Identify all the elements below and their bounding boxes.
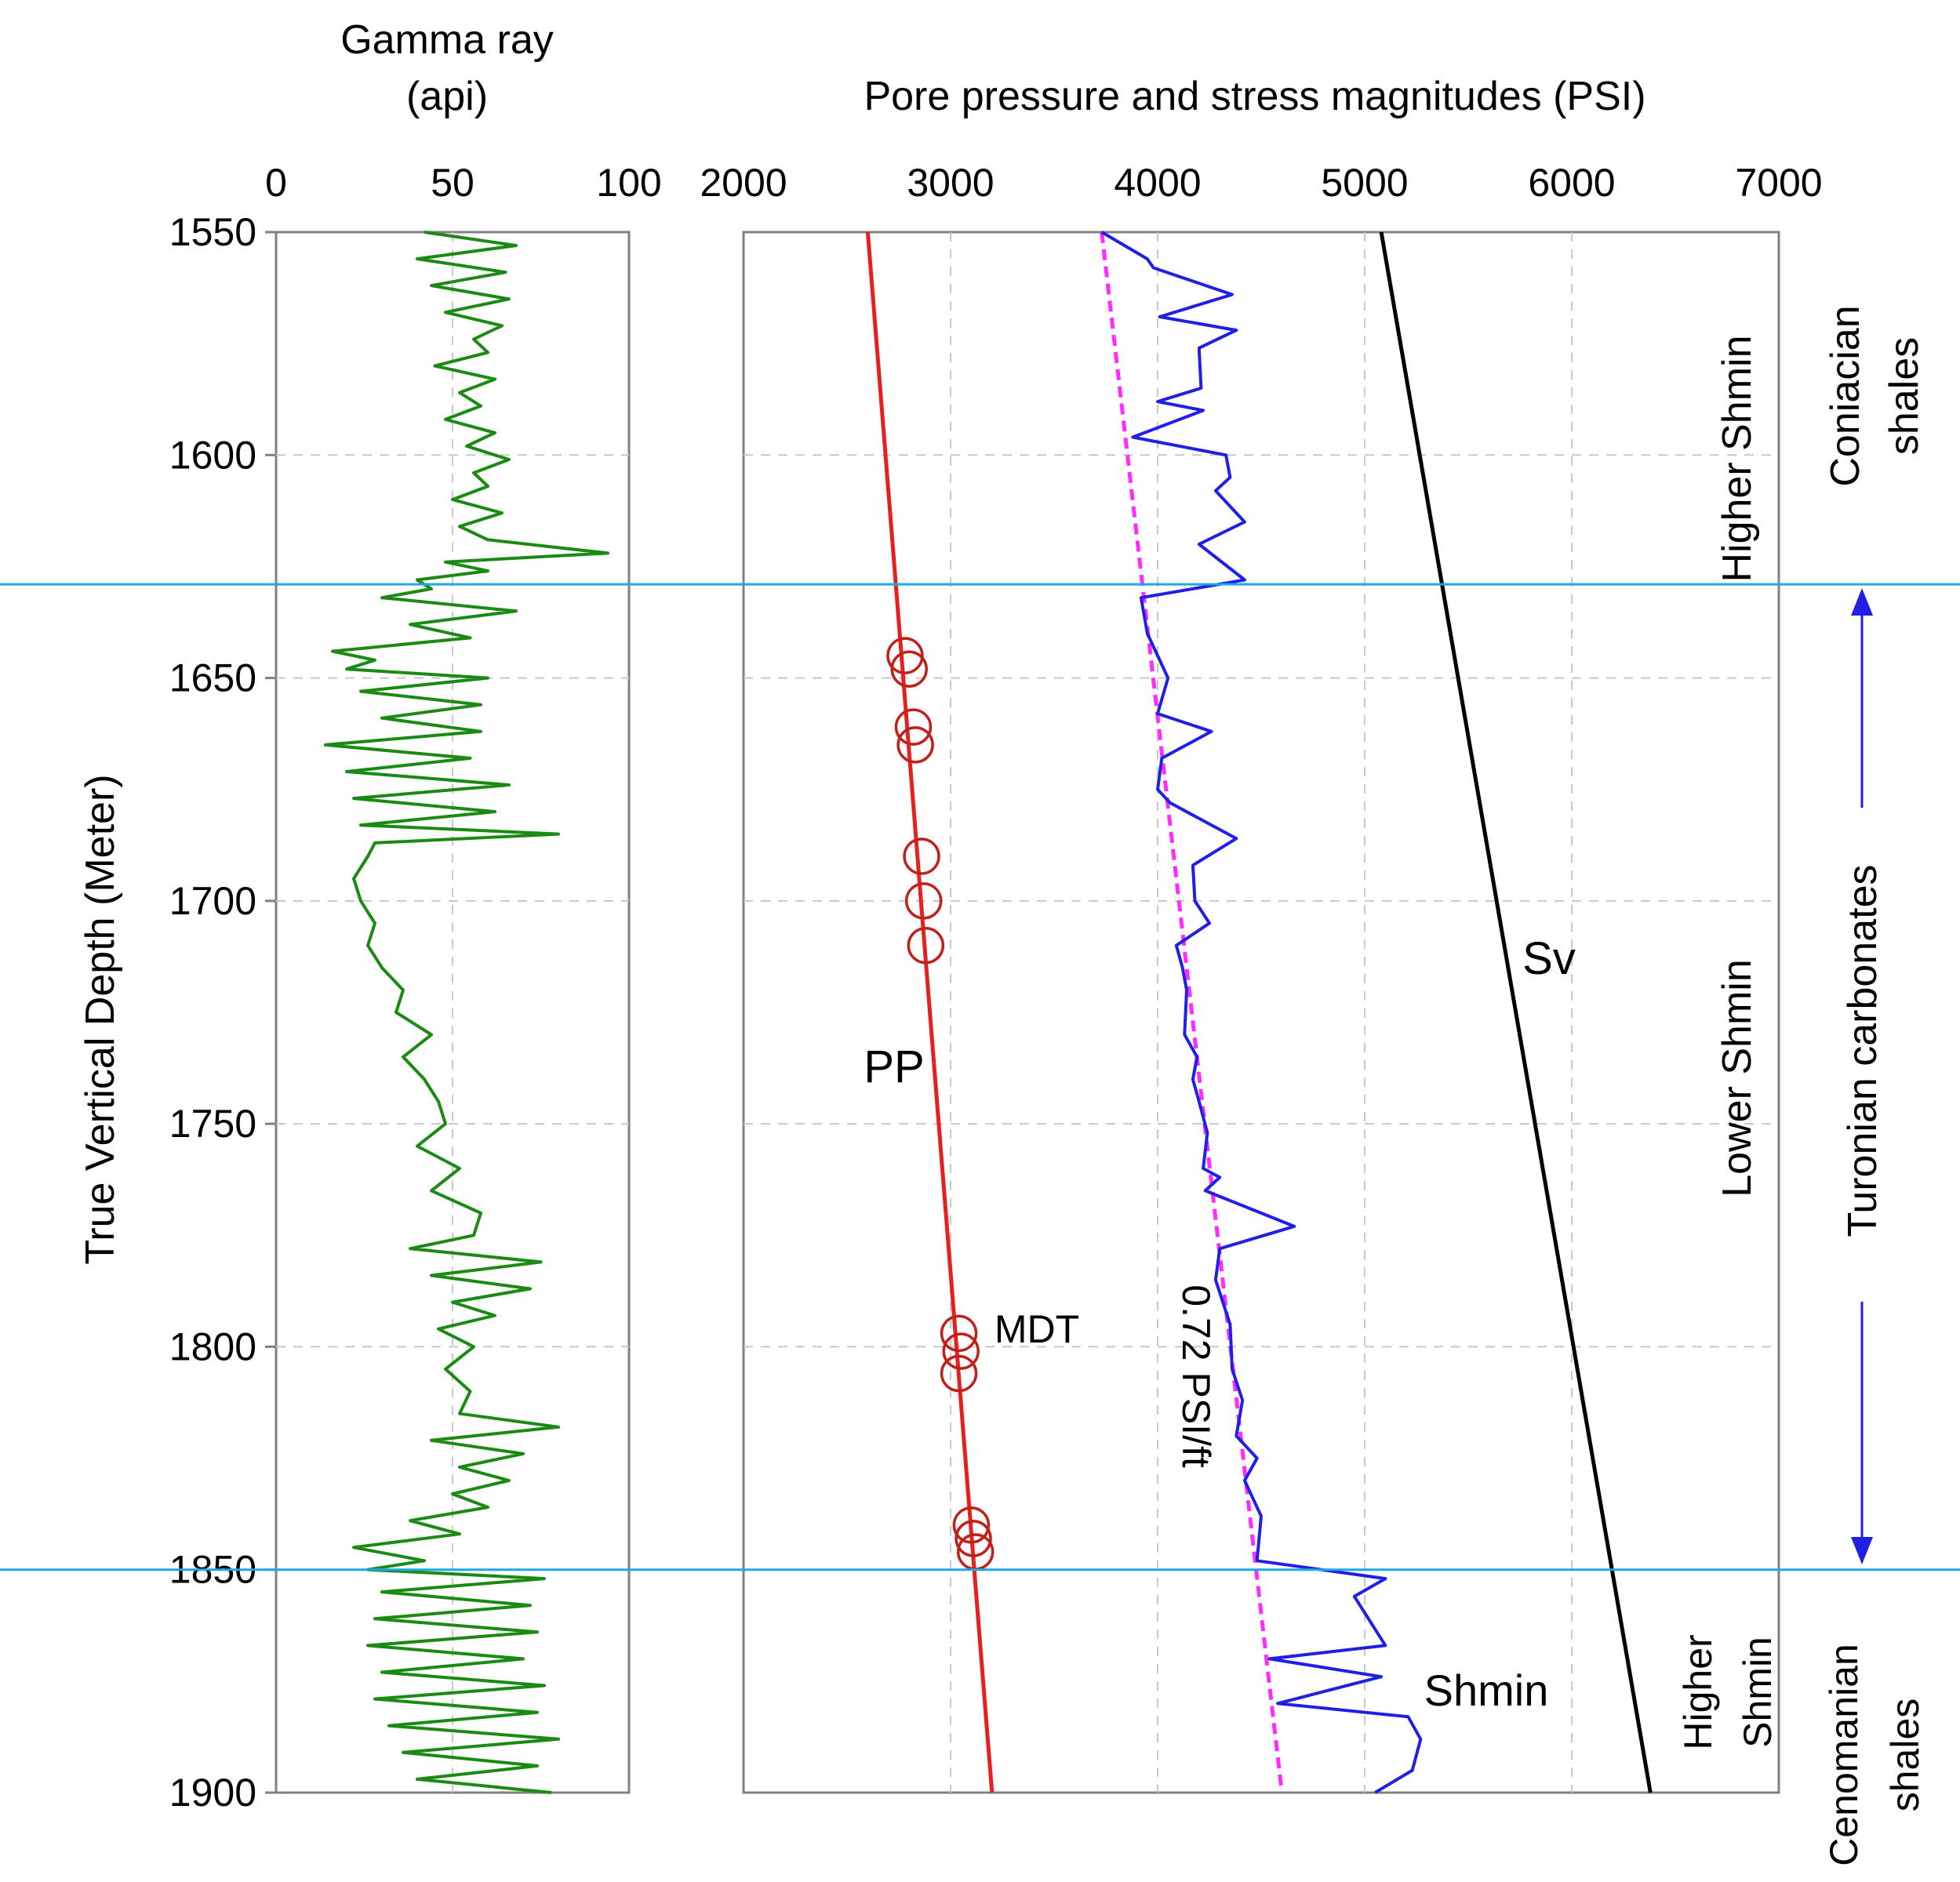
mdt-point [894,708,933,746]
depth-tick-label: 1600 [169,433,256,477]
formation-cenomanian-line1: Cenomanian [1822,1644,1866,1866]
formation-coniacian-line2: shales [1882,337,1927,455]
gamma-x-tick-label: 0 [265,161,287,205]
pressure-x-tick-label: 4000 [1114,161,1201,205]
pressure-series-group [865,231,1653,1794]
gradient-line [1100,231,1284,1793]
pressure-title: Pore pressure and stress magnitudes (PSI… [864,74,1645,119]
pressure-x-tick-label: 2000 [700,161,787,205]
gamma-series-group [324,231,609,1794]
mdt-label: MDT [995,1307,1079,1351]
gamma-title-line1: Gamma ray [340,17,554,63]
stress-label-upper: Higher Shmin [1715,335,1760,582]
formation-coniacian-line1: Coniacian [1823,305,1868,486]
pp-line [865,231,995,1793]
gamma-x-tick-label: 100 [596,161,661,205]
pressure-x-tick-label: 6000 [1528,161,1615,205]
stress-label-middle: Lower Shmin [1715,959,1760,1197]
gamma-x-ticks: 0 50 100 [265,161,662,205]
gamma-ray-line [324,231,609,1794]
depth-tick-label: 1700 [169,879,256,923]
mdt-point [903,837,940,875]
mdt-point [955,1520,992,1557]
mdt-point [886,637,924,674]
mdt-point [896,726,934,764]
mdt-point [940,1354,978,1393]
depth-tick-label: 1900 [169,1771,256,1815]
pressure-x-tick-label: 5000 [1321,161,1408,205]
mdt-point [907,926,945,965]
pressure-x-ticks: 2000 3000 4000 5000 6000 7000 [700,161,1822,205]
stress-label-lower-line2: Shmin [1736,1637,1780,1748]
sv-line [1379,231,1653,1793]
y-axis-label: True Vertical Depth (Meter) [78,774,123,1264]
mdt-points-group [886,637,995,1571]
zone-boundaries [0,583,1960,1571]
pressure-panel-frame [742,231,1780,1794]
mdt-point [952,1506,991,1544]
arrow-up-icon [1851,588,1873,616]
mdt-point [904,882,943,920]
depth-tick-label: 1750 [169,1102,256,1146]
shmin-label: Shmin [1424,1666,1549,1715]
gamma-title-line2: (api) [406,74,488,119]
gamma-grid [276,232,629,1793]
mdt-point [942,1332,980,1370]
shmin-line [1100,231,1423,1794]
mdt-point [940,1314,978,1353]
pp-label: PP [864,1041,924,1092]
sv-label: Sv [1522,933,1576,984]
formation-turonian: Turonian carbonates [1840,864,1885,1237]
depth-tick-label: 1650 [169,656,256,700]
pressure-x-tick-label: 3000 [907,161,994,205]
depth-tick-label: 1800 [169,1324,256,1368]
formation-cenomanian-line2: shales [1883,1699,1927,1812]
gradient-label: 0.72 PSI/ft [1174,1284,1218,1468]
stress-label-lower-line1: Higher [1676,1634,1720,1749]
turonian-extent-arrow [1851,588,1873,1564]
pressure-grid [744,232,1779,1793]
gamma-x-tick-label: 50 [431,161,475,205]
depth-tick-label: 1550 [169,210,256,254]
mdt-point [890,650,928,688]
arrow-down-icon [1851,1537,1873,1564]
pressure-x-tick-label: 7000 [1735,161,1822,205]
